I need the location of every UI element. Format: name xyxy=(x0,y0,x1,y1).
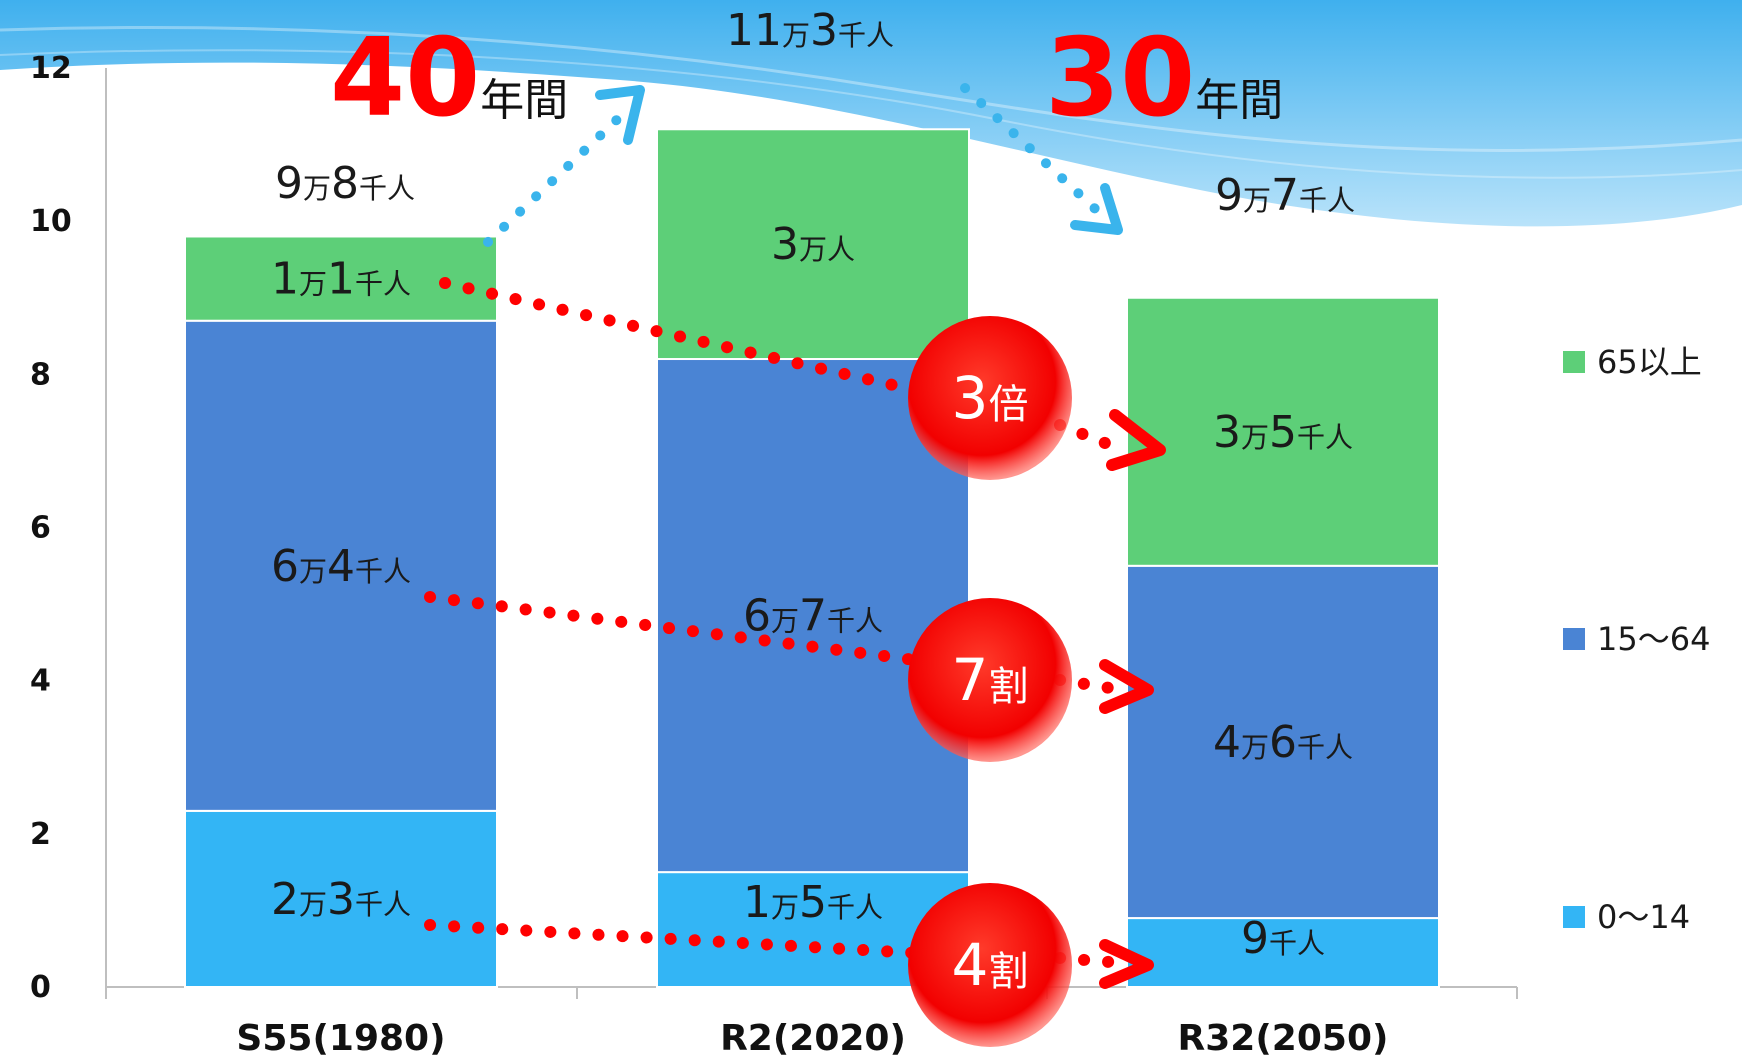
legend-swatch xyxy=(1563,351,1585,373)
total-label: 11万3千人 xyxy=(726,5,894,56)
segment-data-label: 3万5千人 xyxy=(1213,407,1353,458)
svg-text:7割: 7割 xyxy=(952,646,1029,714)
bar-segments: 2万3千人 6万4千人 1万1千人 1万5千人 6万7千人 3万人 9千人 4万6千人 3万5千… xyxy=(184,128,1440,989)
segment-data-label: 6万4千人 xyxy=(271,541,411,592)
segment-data-label: 1万5千人 xyxy=(743,877,883,928)
bar-segment xyxy=(1126,564,1440,920)
badge-65-change: 3倍 xyxy=(908,316,1072,480)
bar-segment xyxy=(1126,296,1440,567)
y-tick-label: 4 xyxy=(30,664,51,699)
bar-totals: 9万8千人 11万3千人 9万7千人 xyxy=(275,5,1355,221)
segment-data-label: 9千人 xyxy=(1241,913,1325,964)
y-tick-label: 8 xyxy=(30,357,51,392)
y-tick-label: 2 xyxy=(30,817,51,852)
legend-label: 0～14 xyxy=(1597,898,1690,936)
y-tick-label: 12 xyxy=(30,51,72,86)
badge-15-64-change: 7割 xyxy=(908,598,1072,762)
badge-0-14-number: 4 xyxy=(952,931,989,999)
y-tick-label: 10 xyxy=(30,204,72,239)
badge-0-14-unit: 割 xyxy=(988,949,1028,995)
period-label-2: 30年間 xyxy=(1045,16,1283,141)
sky-wave-decoration xyxy=(0,0,1742,227)
change-arrows xyxy=(424,277,1166,989)
x-tick-label: S55(1980) xyxy=(236,1018,445,1059)
badge-15-64-number: 7 xyxy=(952,646,989,714)
legend-swatch xyxy=(1563,906,1585,928)
legend: 0～14 15～64 65以上 xyxy=(1563,343,1710,936)
y-tick-label: 0 xyxy=(30,970,51,1005)
legend-swatch xyxy=(1563,628,1585,650)
total-label: 9万8千人 xyxy=(275,158,415,209)
bar-segment xyxy=(184,319,498,812)
svg-text:4割: 4割 xyxy=(952,931,1029,999)
x-axis xyxy=(105,986,1518,999)
legend-label: 15～64 xyxy=(1597,620,1710,658)
period-label-1: 40年間 xyxy=(330,16,568,141)
bar-segment xyxy=(656,358,970,874)
x-tick-labels: S55(1980) R2(2020) R32(2050) xyxy=(236,1018,1388,1059)
badge-15-64-unit: 割 xyxy=(988,664,1028,710)
segment-data-label: 1万1千人 xyxy=(271,254,411,305)
x-tick-label: R2(2020) xyxy=(720,1018,906,1059)
badge-0-14-change: 4割 xyxy=(908,883,1072,1047)
segment-data-label: 3万人 xyxy=(771,219,855,270)
y-tick-label: 6 xyxy=(30,511,51,546)
segment-data-label: 6万7千人 xyxy=(743,591,883,642)
total-trend-arrows xyxy=(483,83,1123,247)
total-label: 9万7千人 xyxy=(1215,170,1355,221)
segment-data-label: 4万6千人 xyxy=(1213,717,1353,768)
svg-text:3倍: 3倍 xyxy=(952,364,1029,432)
badge-65-number: 3 xyxy=(952,364,989,432)
badge-65-unit: 倍 xyxy=(988,382,1028,428)
legend-label: 65以上 xyxy=(1597,343,1702,381)
x-tick-label: R32(2050) xyxy=(1178,1018,1389,1059)
y-tick-labels: 0 2 4 6 8 10 12 xyxy=(30,51,72,1005)
bar-segment xyxy=(184,809,498,988)
segment-data-label: 2万3千人 xyxy=(271,874,411,925)
bar-segment xyxy=(656,128,970,361)
